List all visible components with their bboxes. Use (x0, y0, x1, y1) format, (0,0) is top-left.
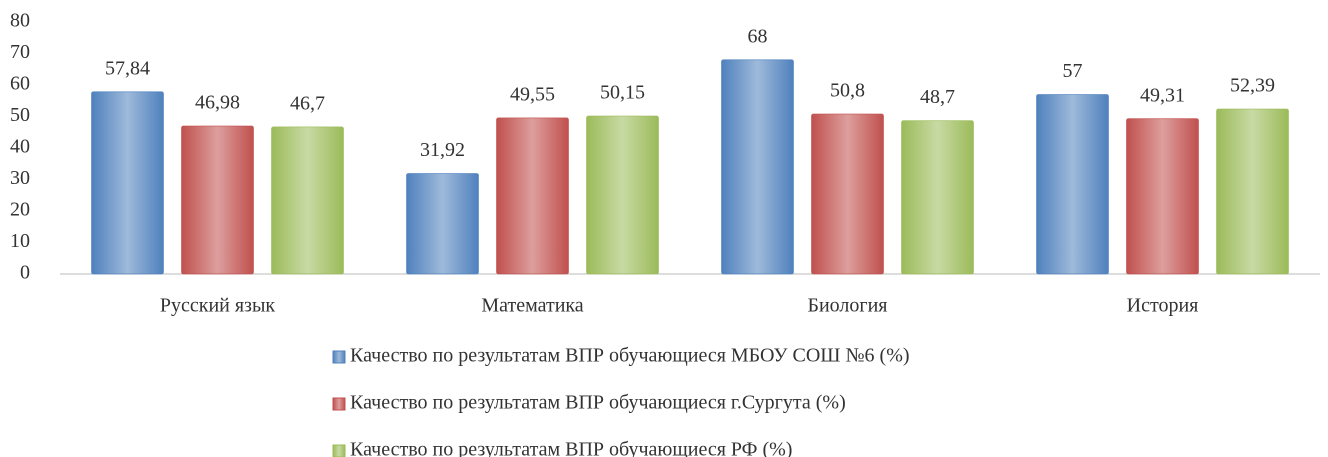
data-label: 31,92 (420, 139, 465, 161)
bar (91, 91, 164, 275)
data-label: 46,7 (290, 92, 325, 114)
bar (181, 125, 254, 275)
legend-swatch (332, 397, 346, 411)
bar (1216, 108, 1289, 275)
y-tick-label: 70 (10, 41, 30, 63)
y-tick-label: 0 (20, 262, 30, 284)
y-tick-label: 30 (10, 167, 30, 189)
data-label: 46,98 (195, 92, 240, 114)
y-tick-label: 40 (10, 136, 30, 158)
bar (721, 59, 794, 275)
bar (1126, 118, 1199, 275)
legend-label: Качество по результатам ВПР обучающиеся … (350, 439, 792, 457)
bar (586, 115, 659, 275)
bar (811, 113, 884, 275)
y-tick-label: 20 (10, 199, 30, 221)
legend-swatch (332, 444, 346, 457)
x-tick-label: Биология (807, 295, 887, 317)
data-label: 52,39 (1230, 75, 1275, 97)
x-tick-label: Русский язык (160, 295, 276, 317)
bar (271, 126, 344, 275)
y-tick-label: 50 (10, 104, 30, 126)
legend-label: Качество по результатам ВПР обучающиеся … (350, 392, 846, 414)
data-label: 50,8 (830, 80, 865, 102)
bar (406, 172, 479, 275)
data-label: 49,55 (510, 84, 555, 106)
data-label: 49,31 (1140, 84, 1185, 106)
x-tick-label: Математика (481, 295, 583, 317)
y-tick-label: 10 (10, 230, 30, 252)
data-label: 57 (1063, 60, 1083, 82)
legend-label: Качество по результатам ВПР обучающиеся … (350, 345, 910, 367)
bar (901, 120, 974, 275)
bar (496, 117, 569, 275)
bar (1036, 93, 1109, 275)
legend-swatch (332, 350, 346, 364)
data-label: 57,84 (105, 57, 150, 79)
y-tick-label: 60 (10, 73, 30, 95)
y-tick-label: 80 (10, 10, 30, 32)
data-label: 50,15 (600, 82, 645, 104)
x-tick-label: История (1127, 295, 1199, 317)
data-label: 68 (748, 25, 768, 47)
data-label: 48,7 (920, 86, 955, 108)
